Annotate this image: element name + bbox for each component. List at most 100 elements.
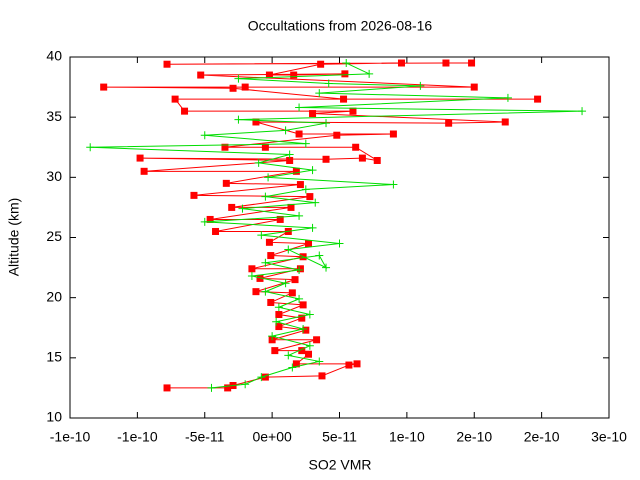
point: [305, 341, 314, 350]
point: [296, 181, 304, 189]
point: [318, 372, 326, 380]
point: [309, 110, 317, 118]
point: [229, 84, 237, 92]
point: [212, 227, 220, 235]
point: [190, 191, 198, 199]
point: [306, 193, 314, 201]
point: [501, 118, 509, 126]
x-axis-label: SO2 VMR: [308, 457, 371, 473]
point: [445, 119, 453, 127]
point: [313, 336, 321, 344]
x-tick-label: 2e-10: [524, 429, 560, 445]
point: [252, 288, 260, 296]
point: [322, 119, 331, 128]
point: [503, 93, 512, 102]
point: [288, 363, 297, 372]
point: [241, 83, 249, 91]
point: [324, 79, 333, 88]
point: [265, 238, 273, 246]
point: [181, 107, 189, 115]
point: [221, 143, 229, 151]
point: [197, 71, 205, 79]
point: [261, 192, 270, 201]
point: [468, 59, 476, 67]
point: [389, 180, 398, 189]
point: [333, 131, 341, 139]
point: [322, 263, 331, 272]
point: [200, 131, 209, 140]
point: [265, 71, 273, 79]
series-line: [90, 62, 583, 389]
point: [200, 217, 209, 226]
point: [140, 167, 148, 175]
series-line: [103, 62, 538, 389]
point: [284, 351, 293, 360]
point: [341, 70, 349, 78]
point: [365, 69, 374, 78]
point: [295, 294, 304, 303]
point: [340, 95, 348, 103]
point: [322, 155, 330, 163]
x-tick-label: 5e-11: [322, 429, 357, 445]
point: [261, 258, 270, 267]
point: [247, 272, 256, 281]
point: [442, 59, 450, 67]
point: [100, 83, 108, 91]
x-tick-label: -1e-10: [50, 429, 91, 445]
point: [397, 59, 405, 67]
point: [299, 324, 308, 333]
point: [284, 245, 293, 254]
point: [267, 252, 275, 260]
point: [534, 95, 542, 103]
point: [345, 361, 353, 369]
point: [578, 107, 587, 116]
y-tick-label: 30: [46, 168, 62, 184]
point: [254, 158, 263, 167]
point: [268, 332, 277, 341]
point: [252, 118, 260, 126]
point: [206, 215, 214, 223]
point: [271, 347, 279, 355]
point: [296, 265, 304, 273]
y-tick-label: 10: [46, 409, 62, 425]
y-tick-label: 35: [46, 108, 62, 124]
point: [352, 143, 360, 151]
point: [264, 173, 273, 182]
point: [308, 166, 317, 175]
point: [257, 231, 266, 240]
point: [256, 274, 264, 282]
point: [290, 71, 298, 79]
y-tick-label: 15: [46, 349, 62, 365]
point: [302, 326, 310, 334]
point: [272, 317, 281, 326]
point: [86, 143, 95, 152]
point: [257, 373, 266, 382]
point: [248, 265, 256, 273]
point: [315, 357, 324, 366]
point: [241, 380, 250, 389]
point: [305, 350, 313, 358]
point: [308, 223, 317, 232]
point: [470, 83, 478, 91]
y-tick-label: 20: [46, 288, 62, 304]
point: [171, 95, 179, 103]
x-tick-label: 1e-10: [389, 429, 425, 445]
x-tick-label: 0e+00: [252, 429, 292, 445]
point: [301, 139, 310, 148]
point: [292, 167, 300, 175]
point: [287, 203, 295, 211]
point: [301, 185, 310, 194]
y-tick-label: 40: [46, 48, 62, 64]
point: [305, 240, 313, 248]
point: [295, 130, 303, 138]
point: [342, 59, 351, 68]
point: [295, 103, 304, 112]
point: [281, 279, 290, 288]
point: [291, 276, 299, 284]
point: [207, 383, 216, 392]
point: [373, 156, 381, 164]
point: [136, 154, 144, 162]
point: [299, 301, 307, 309]
